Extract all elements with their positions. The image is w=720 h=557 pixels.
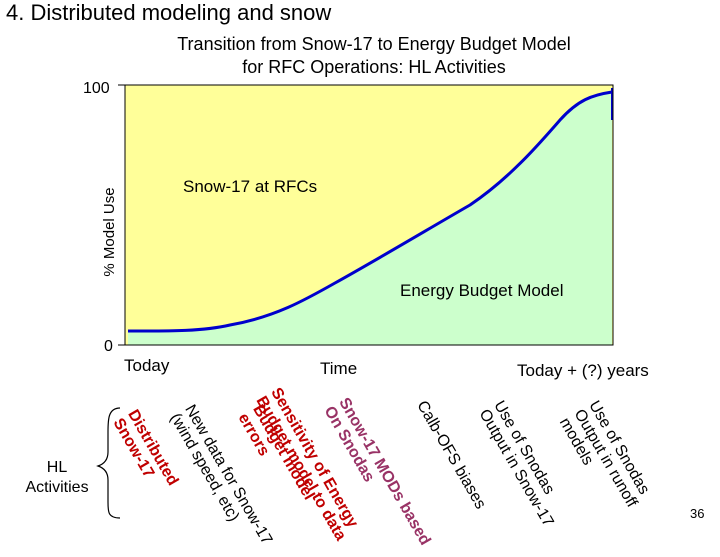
chart-title-line-1: Transition from Snow-17 to Energy Budget… [177,34,571,54]
transition-chart [96,84,614,519]
activities-brace [96,407,121,519]
hl-activities-line1: HL [46,459,68,476]
page-number: 36 [690,506,705,521]
snow17-region-label: Snow-17 at RFCs [183,177,318,196]
hl-activities-line2: Activities [25,479,89,496]
y-tick-100: 100 [83,80,110,97]
x-label-today: Today [124,356,170,375]
transition-curve [127,90,613,333]
header-bar [0,0,720,28]
y-axis-label: % Model Use [101,187,118,277]
energy-budget-region-label: Energy Budget Model [400,281,564,300]
hl-activities-label: HL Activities [16,458,98,498]
energy-budget-region [128,92,612,345]
y-tick-0: 0 [104,338,113,355]
chart-frame [124,84,614,346]
chart-title-line-2: for RFC Operations: HL Activities [242,57,506,77]
x-label-future: Today + (?) years [517,361,649,380]
slide-title: 4. Distributed modeling and snow [6,0,332,25]
x-label-time: Time [320,359,358,378]
